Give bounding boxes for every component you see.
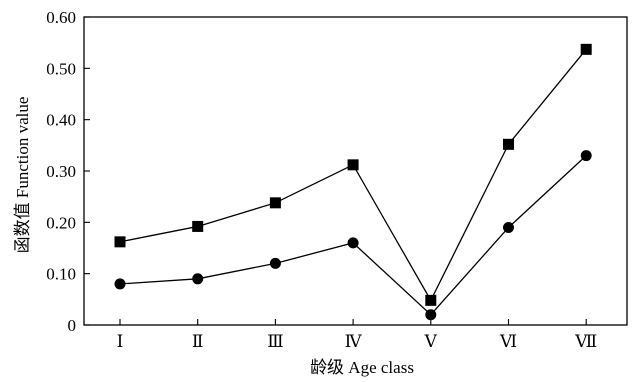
axes xyxy=(83,16,628,326)
y-tick-label: 0.50 xyxy=(46,59,76,78)
data-point-square xyxy=(114,236,126,248)
series-layer xyxy=(114,43,592,321)
x-axis-ticks: Ⅰ Ⅱ Ⅲ Ⅳ Ⅴ Ⅵ Ⅶ xyxy=(117,319,597,351)
data-point-circle xyxy=(425,309,437,321)
y-axis-title: 函数值 Function value xyxy=(13,97,32,254)
y-axis-ticks: 0 0.10 0.20 0.30 0.40 0.50 0.60 xyxy=(46,8,90,335)
data-point-circle xyxy=(192,273,204,285)
x-tick-label: Ⅴ xyxy=(424,332,438,351)
data-point-square xyxy=(503,138,514,150)
x-tick-label: Ⅳ xyxy=(345,332,363,351)
data-point-square xyxy=(269,197,281,209)
x-tick-label: Ⅲ xyxy=(267,332,283,351)
data-point-circle xyxy=(114,278,126,290)
x-tick-label: Ⅰ xyxy=(117,332,124,351)
plot-frame xyxy=(83,16,628,326)
data-point-square xyxy=(192,220,204,232)
x-tick-label: Ⅱ xyxy=(192,332,204,351)
data-point-square xyxy=(425,294,437,306)
data-point-circle xyxy=(503,221,514,233)
series-2 xyxy=(114,150,592,321)
y-tick-label: 0.20 xyxy=(46,213,76,232)
x-tick-label: Ⅵ xyxy=(499,332,517,351)
y-tick-label: 0.30 xyxy=(46,162,76,181)
series-line xyxy=(119,155,587,316)
data-point-circle xyxy=(347,237,359,249)
y-tick-label: 0 xyxy=(68,316,77,335)
y-tick-label: 0.40 xyxy=(46,111,76,130)
series-line xyxy=(119,48,587,302)
data-point-circle xyxy=(269,257,281,269)
x-tick-label: Ⅶ xyxy=(574,332,597,351)
data-point-square xyxy=(580,43,592,55)
data-point-circle xyxy=(580,150,592,162)
y-tick-label: 0.60 xyxy=(46,8,76,27)
data-point-square xyxy=(347,159,359,171)
y-tick-label: 0.10 xyxy=(46,265,76,284)
x-axis-title: 龄级 Age class xyxy=(310,358,414,377)
series-1 xyxy=(114,43,592,306)
